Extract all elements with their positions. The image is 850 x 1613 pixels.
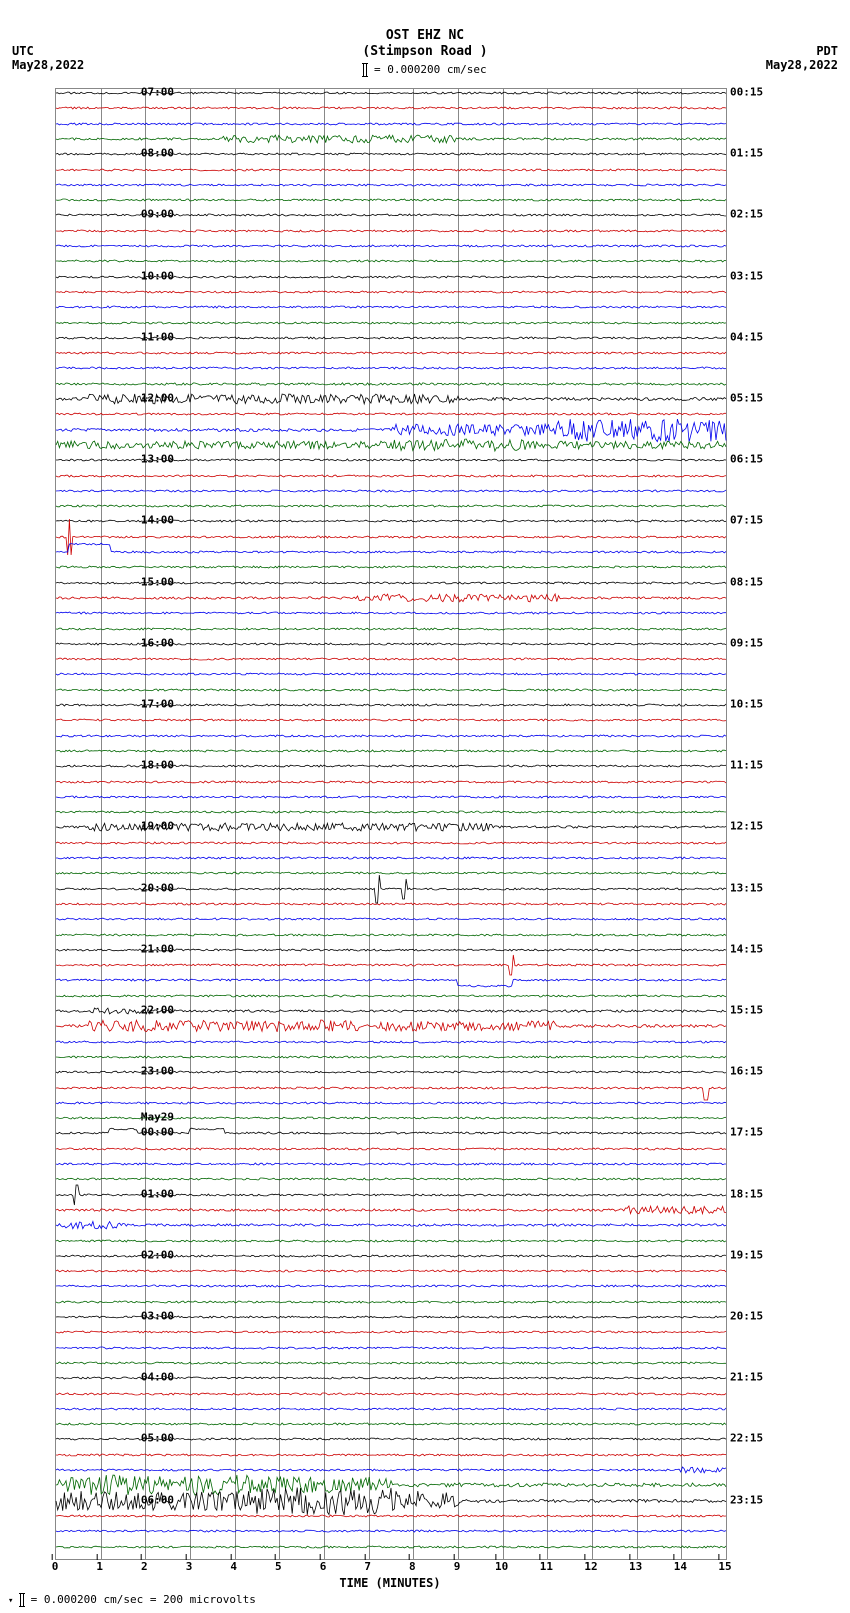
right-time-label: 03:15 bbox=[730, 269, 763, 282]
x-tick: 8 bbox=[409, 1560, 416, 1573]
left-time-label: 05:00 bbox=[141, 1432, 174, 1445]
left-time-label: 11:00 bbox=[141, 330, 174, 343]
footer-scale-bar-icon bbox=[20, 1593, 24, 1607]
left-time-label: 03:00 bbox=[141, 1310, 174, 1323]
right-time-label: 23:15 bbox=[730, 1493, 763, 1506]
x-tick: 11 bbox=[540, 1560, 553, 1573]
x-tick: 14 bbox=[674, 1560, 687, 1573]
x-axis-label: TIME (MINUTES) bbox=[339, 1576, 440, 1590]
tl-date: May28,2022 bbox=[12, 58, 84, 72]
right-time-label: 11:15 bbox=[730, 759, 763, 772]
left-time-label: 22:00 bbox=[141, 1004, 174, 1017]
left-time-label: 15:00 bbox=[141, 575, 174, 588]
station-code: OST EHZ NC bbox=[0, 28, 850, 44]
right-time-label: 04:15 bbox=[730, 330, 763, 343]
left-time-label: 14:00 bbox=[141, 514, 174, 527]
left-time-label: May29 bbox=[141, 1111, 174, 1124]
left-time-label: 16:00 bbox=[141, 636, 174, 649]
x-tick: 2 bbox=[141, 1560, 148, 1573]
top-right-label: PDT May28,2022 bbox=[766, 44, 838, 73]
right-time-label: 16:15 bbox=[730, 1065, 763, 1078]
x-tick: 4 bbox=[230, 1560, 237, 1573]
left-time-label: 19:00 bbox=[141, 820, 174, 833]
tr-date: May28,2022 bbox=[766, 58, 838, 72]
left-time-label: 20:00 bbox=[141, 881, 174, 894]
seismogram-container: OST EHZ NC (Stimpson Road ) = 0.000200 c… bbox=[0, 0, 850, 1613]
x-tick: 12 bbox=[584, 1560, 597, 1573]
tr-timezone: PDT bbox=[766, 44, 838, 58]
right-time-label: 12:15 bbox=[730, 820, 763, 833]
right-time-label: 00:15 bbox=[730, 86, 763, 99]
right-time-label: 01:15 bbox=[730, 147, 763, 160]
right-time-label: 09:15 bbox=[730, 636, 763, 649]
tl-timezone: UTC bbox=[12, 44, 84, 58]
x-tick: 6 bbox=[320, 1560, 327, 1573]
right-time-label: 20:15 bbox=[730, 1310, 763, 1323]
left-time-label: 23:00 bbox=[141, 1065, 174, 1078]
left-time-label: 18:00 bbox=[141, 759, 174, 772]
x-tick: 10 bbox=[495, 1560, 508, 1573]
footer-text: = 0.000200 cm/sec = 200 microvolts bbox=[31, 1593, 256, 1606]
x-tick: 15 bbox=[718, 1560, 731, 1573]
right-time-label: 22:15 bbox=[730, 1432, 763, 1445]
x-tick: 3 bbox=[186, 1560, 193, 1573]
left-time-label: 13:00 bbox=[141, 453, 174, 466]
right-time-label: 08:15 bbox=[730, 575, 763, 588]
right-time-label: 19:15 bbox=[730, 1248, 763, 1261]
left-time-label: 17:00 bbox=[141, 698, 174, 711]
left-time-label: 00:00 bbox=[141, 1126, 174, 1139]
right-time-label: 13:15 bbox=[730, 881, 763, 894]
left-time-label: 06:00 bbox=[141, 1493, 174, 1506]
right-time-label: 05:15 bbox=[730, 392, 763, 405]
right-time-label: 18:15 bbox=[730, 1187, 763, 1200]
left-time-label: 09:00 bbox=[141, 208, 174, 221]
right-time-label: 14:15 bbox=[730, 942, 763, 955]
left-time-label: 12:00 bbox=[141, 392, 174, 405]
x-tick: 1 bbox=[96, 1560, 103, 1573]
x-tick: 7 bbox=[364, 1560, 371, 1573]
right-time-label: 06:15 bbox=[730, 453, 763, 466]
left-time-label: 02:00 bbox=[141, 1248, 174, 1261]
right-time-label: 17:15 bbox=[730, 1126, 763, 1139]
x-tick: 0 bbox=[52, 1560, 59, 1573]
right-time-label: 10:15 bbox=[730, 698, 763, 711]
left-time-label: 21:00 bbox=[141, 942, 174, 955]
left-time-label: 04:00 bbox=[141, 1371, 174, 1384]
x-tick: 5 bbox=[275, 1560, 282, 1573]
left-time-label: 08:00 bbox=[141, 147, 174, 160]
x-tick: 13 bbox=[629, 1560, 642, 1573]
trace-row bbox=[56, 1527, 726, 1567]
top-left-label: UTC May28,2022 bbox=[12, 44, 84, 73]
right-time-label: 15:15 bbox=[730, 1004, 763, 1017]
left-time-label: 10:00 bbox=[141, 269, 174, 282]
left-time-label: 01:00 bbox=[141, 1187, 174, 1200]
station-location: (Stimpson Road ) bbox=[0, 44, 850, 60]
x-tick: 9 bbox=[454, 1560, 461, 1573]
left-time-label: 07:00 bbox=[141, 86, 174, 99]
right-time-label: 07:15 bbox=[730, 514, 763, 527]
header: OST EHZ NC (Stimpson Road ) bbox=[0, 0, 850, 59]
right-time-label: 21:15 bbox=[730, 1371, 763, 1384]
right-time-label: 02:15 bbox=[730, 208, 763, 221]
footer: ▾ = 0.000200 cm/sec = 200 microvolts bbox=[8, 1593, 256, 1607]
